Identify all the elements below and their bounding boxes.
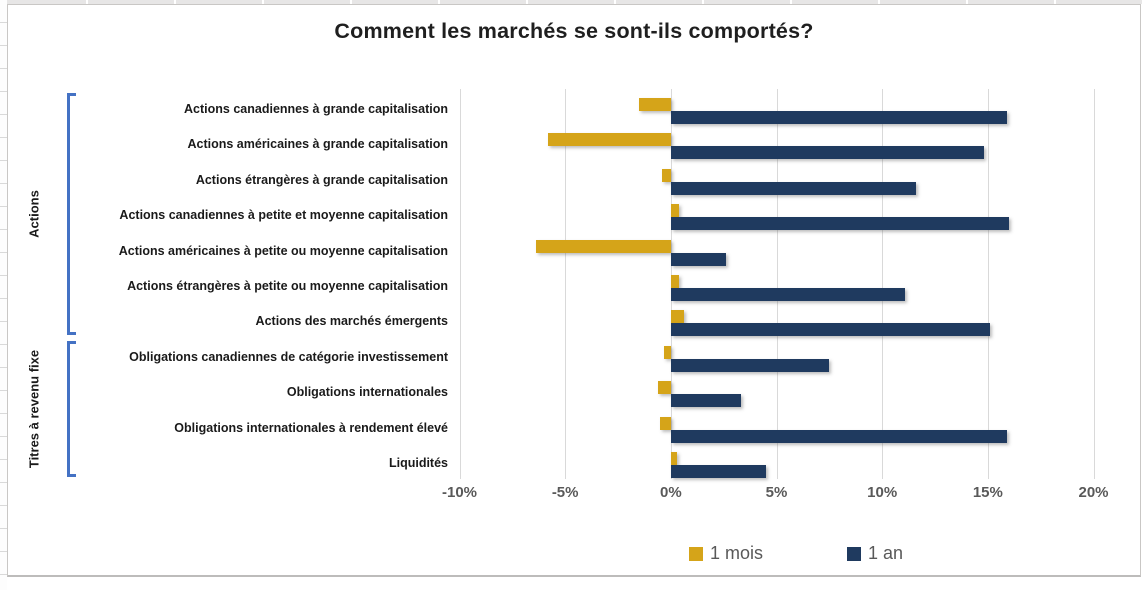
spreadsheet-left-edge bbox=[0, 0, 7, 590]
bar-1-an bbox=[670, 252, 726, 266]
bar-1-mois bbox=[670, 310, 684, 324]
legend-swatch-1-mois-icon bbox=[689, 546, 703, 561]
gridline--10% bbox=[459, 89, 461, 479]
x-tick-label: -10% bbox=[441, 484, 478, 501]
bar-1-an bbox=[670, 465, 766, 479]
legend-label-1-mois: 1 mois bbox=[710, 543, 764, 563]
bar-1-an bbox=[670, 146, 984, 160]
legend-swatch-1-an-icon bbox=[847, 546, 862, 561]
category-label: Actions américaines à petite ou moyenne … bbox=[118, 243, 448, 258]
x-tick-label: 20% bbox=[1078, 484, 1109, 501]
legend: 1 mois 1 an bbox=[689, 543, 903, 564]
gridline--5% bbox=[565, 89, 567, 479]
x-tick-label: 0% bbox=[659, 484, 682, 501]
category-label: Actions étrangères à petite ou moyenne c… bbox=[127, 279, 448, 293]
bar-1-an bbox=[670, 217, 1009, 231]
category-label: Liquidités bbox=[388, 456, 448, 471]
group-label: Actions bbox=[26, 190, 42, 238]
category-label: Actions canadiennes à petite et moyenne … bbox=[119, 208, 448, 223]
bar-1-mois bbox=[535, 239, 671, 253]
bar-1-mois bbox=[662, 168, 671, 182]
bar-1-mois bbox=[670, 275, 680, 288]
category-label: Actions américaines à grande capitalisat… bbox=[187, 137, 448, 152]
gridline-10% bbox=[882, 89, 884, 479]
gridline-5% bbox=[776, 89, 778, 479]
category-label: Actions canadiennes à grande capitalisat… bbox=[184, 101, 448, 116]
gridline-15% bbox=[987, 89, 989, 479]
category-label: Obligations canadiennes de catégorie inv… bbox=[129, 349, 448, 364]
bar-1-mois bbox=[670, 452, 678, 466]
bar-1-an bbox=[670, 429, 1007, 443]
chart-title: Comment les marchés se sont-ils comporté… bbox=[334, 19, 814, 43]
bar-1-mois bbox=[639, 97, 671, 111]
group-label: Titres à revenu fixe bbox=[26, 349, 42, 469]
x-tick-label: 5% bbox=[765, 484, 788, 501]
bar-1-mois bbox=[670, 204, 680, 218]
group-bracket bbox=[67, 341, 76, 477]
bar-1-an bbox=[670, 110, 1007, 124]
category-label: Obligations internationales bbox=[286, 385, 448, 400]
bar-1-mois bbox=[664, 345, 671, 359]
category-label: Actions étrangères à grande capitalisati… bbox=[195, 172, 448, 187]
spreadsheet-top-edge bbox=[0, 0, 1142, 4]
bar-1-an bbox=[670, 394, 741, 408]
bar-1-mois bbox=[660, 416, 671, 430]
legend-label-1-an: 1 an bbox=[868, 543, 904, 563]
x-tick-label: 10% bbox=[867, 484, 898, 501]
x-tick-label: 15% bbox=[972, 484, 1003, 501]
legend-item-1-mois: 1 mois bbox=[689, 543, 763, 564]
bar-1-mois bbox=[658, 381, 671, 395]
chart-object[interactable]: Comment les marchés se sont-ils comporté… bbox=[7, 4, 1141, 577]
legend-item-1-an: 1 an bbox=[847, 543, 903, 564]
bar-1-an bbox=[670, 323, 990, 337]
bar-1-an bbox=[670, 358, 830, 372]
bar-1-an bbox=[670, 288, 906, 301]
bar-1-an bbox=[670, 181, 916, 195]
category-label: Actions des marchés émergents bbox=[255, 314, 448, 329]
gridline-20% bbox=[1093, 89, 1095, 479]
group-bracket bbox=[67, 93, 76, 336]
x-tick-label: -5% bbox=[551, 484, 579, 501]
category-label: Obligations internationales à rendement … bbox=[174, 420, 448, 435]
bar-1-mois bbox=[548, 133, 671, 147]
